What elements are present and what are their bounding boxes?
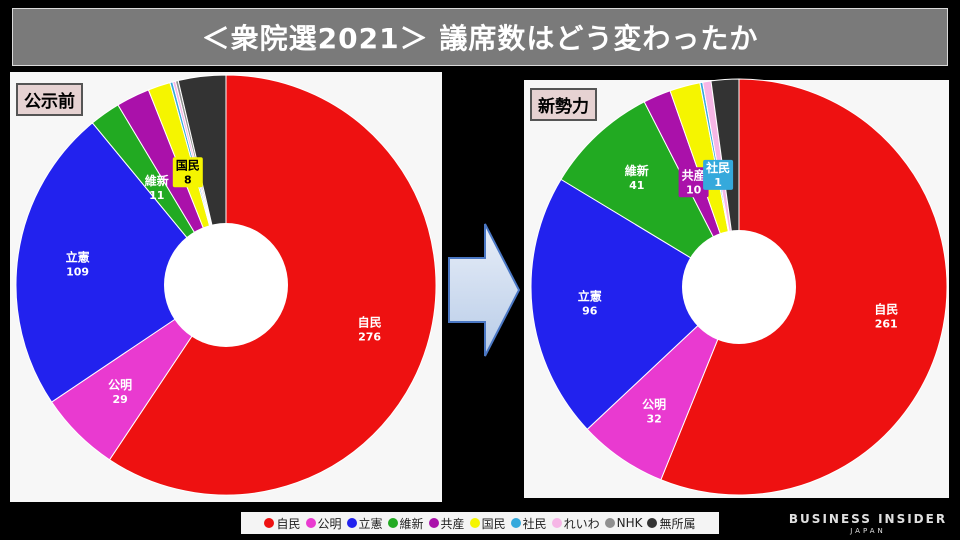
legend-label: れいわ	[563, 516, 600, 531]
pie-slice-維新	[560, 101, 741, 289]
data-label-value-立憲: 109	[66, 265, 89, 278]
legend-label: 国民	[481, 516, 506, 531]
legend-swatch	[551, 518, 562, 528]
legend-swatch	[604, 518, 615, 528]
legend-label: 自民	[276, 516, 301, 531]
legend-item-公明: 公明	[305, 515, 342, 532]
legend-label: 社民	[522, 516, 547, 531]
data-label-value-自民: 276	[358, 331, 381, 344]
pie-slice-自民	[660, 78, 948, 496]
donut-hole	[164, 223, 288, 347]
chart-legend: 自民 公明 立憲 維新 共産 国民 社民 れいわ NHK 無所属	[241, 512, 719, 534]
legend-item-立憲: 立憲	[346, 515, 383, 532]
legend-label: 立憲	[358, 516, 383, 531]
legend-label: NHK	[616, 516, 643, 530]
data-label-value-公明: 32	[646, 413, 661, 426]
data-label-name-立憲: 立憲	[578, 289, 602, 304]
legend-item-維新: 維新	[387, 515, 424, 532]
page-title: ＜衆院選2021＞ 議席数はどう変わったか	[12, 8, 948, 66]
legend-swatch	[264, 518, 275, 528]
data-label-name-立憲: 立憲	[66, 249, 90, 264]
legend-item-れいわ: れいわ	[551, 515, 600, 532]
data-label-box-社民	[703, 159, 734, 190]
legend-swatch	[387, 518, 398, 528]
legend-label: 無所属	[659, 516, 696, 531]
chart-panel-after: 自民 261 公明 32 立憲 96 維新 41 共産 10 社民 1 新勢力	[524, 78, 949, 498]
brand-name: BUSINESS INSIDER	[788, 512, 948, 526]
chart-title-before: 公示前	[16, 83, 83, 116]
data-label-value-国民: 8	[184, 173, 192, 186]
data-label-value-維新: 41	[629, 179, 644, 192]
data-label-name-公明: 公明	[108, 378, 132, 392]
data-label-name-維新: 維新	[145, 173, 169, 188]
legend-item-自民: 自民	[264, 515, 301, 532]
data-label-value-公明: 29	[112, 393, 127, 406]
legend-swatch	[305, 518, 316, 528]
data-label-name-共産: 共産	[682, 167, 706, 182]
legend-label: 維新	[399, 516, 424, 531]
legend-item-NHK: NHK	[604, 516, 643, 530]
legend-item-共産: 共産	[428, 515, 465, 532]
data-label-box-共産	[678, 167, 709, 198]
data-label-value-社民: 1	[714, 176, 722, 189]
data-label-name-維新: 維新	[625, 163, 649, 178]
legend-swatch	[428, 518, 439, 528]
legend-swatch	[346, 518, 357, 528]
data-label-name-公明: 公明	[642, 398, 666, 412]
data-label-value-維新: 11	[149, 189, 164, 202]
legend-swatch	[510, 518, 521, 528]
pie-slice-立憲	[15, 122, 227, 403]
chart-panel-before: 自民 276 公明 29 立憲 109 維新 11 国民 8 公示前	[10, 72, 442, 502]
data-label-box-国民	[172, 157, 203, 188]
legend-item-国民: 国民	[469, 515, 506, 532]
donut-hole	[682, 230, 796, 344]
legend-swatch	[469, 518, 480, 528]
legend-label: 共産	[440, 516, 465, 531]
data-label-name-社民: 社民	[705, 160, 730, 175]
data-label-name-自民: 自民	[874, 302, 898, 317]
brand-logo: BUSINESS INSIDER JAPAN	[788, 512, 948, 535]
legend-label: 公明	[317, 516, 342, 531]
brand-sub: JAPAN	[850, 527, 886, 535]
arrow-right-icon	[448, 223, 521, 357]
legend-item-無所属: 無所属	[647, 515, 696, 532]
data-label-value-自民: 261	[875, 318, 898, 331]
data-label-name-自民: 自民	[358, 315, 382, 330]
data-label-value-立憲: 96	[582, 305, 598, 318]
data-label-value-共産: 10	[686, 183, 702, 196]
pie-slice-立憲	[530, 178, 740, 430]
legend-item-社民: 社民	[510, 515, 547, 532]
legend-swatch	[647, 518, 658, 528]
chart-title-after: 新勢力	[530, 88, 597, 121]
data-label-name-国民: 国民	[176, 158, 200, 172]
